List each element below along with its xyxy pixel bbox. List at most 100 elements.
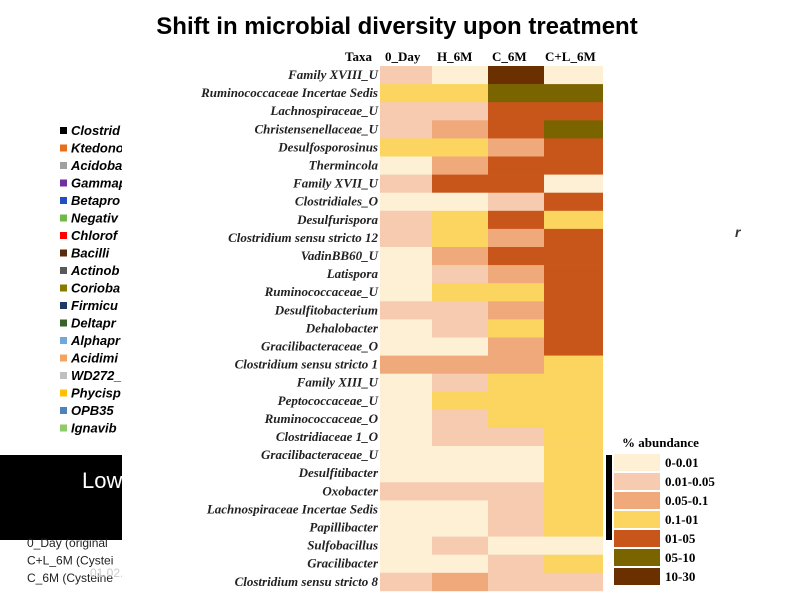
taxon-label: Clostridium sensu stricto 1 bbox=[235, 357, 378, 372]
heat-cell bbox=[380, 66, 432, 85]
taxon-label: Peptococcaceae_U bbox=[278, 393, 379, 408]
heat-cell bbox=[488, 554, 544, 574]
heat-cell bbox=[380, 482, 432, 501]
heat-cell bbox=[488, 283, 544, 302]
heat-cell bbox=[488, 355, 544, 374]
heat-cell bbox=[432, 337, 488, 356]
taxon-label: Family XVII_U bbox=[292, 176, 378, 191]
side-legend-label: Firmicu bbox=[71, 298, 118, 313]
taxon-label: Clostridiaceae 1_O bbox=[276, 429, 379, 444]
heat-cell bbox=[488, 337, 544, 356]
heat-cell bbox=[544, 500, 603, 519]
heat-cell bbox=[488, 373, 544, 393]
side-legend-swatch bbox=[60, 127, 67, 134]
heat-cell bbox=[380, 500, 432, 519]
side-legend-swatch bbox=[60, 162, 67, 169]
heat-cell bbox=[380, 84, 432, 103]
heat-cell bbox=[432, 247, 488, 266]
side-legend-swatch bbox=[60, 424, 67, 432]
heat-cell bbox=[432, 210, 488, 230]
heat-cell bbox=[488, 102, 544, 121]
heat-cell bbox=[380, 572, 432, 592]
heat-cell bbox=[544, 482, 603, 501]
side-legend-swatch bbox=[60, 407, 67, 414]
taxon-label: Thermincola bbox=[309, 158, 379, 173]
heat-cell bbox=[488, 84, 544, 103]
heat-cell bbox=[432, 482, 488, 501]
heat-cell bbox=[544, 265, 603, 284]
heat-cell bbox=[544, 228, 603, 248]
note: C_6M (Cysteine bbox=[27, 571, 113, 585]
heat-cell bbox=[488, 265, 544, 284]
heat-cell bbox=[380, 355, 432, 374]
taxon-label: Christensenellaceae_U bbox=[255, 121, 379, 136]
side-legend-label: Bacilli bbox=[71, 246, 110, 261]
heat-cell bbox=[432, 391, 488, 411]
heat-cell bbox=[488, 120, 544, 139]
heat-cell bbox=[544, 464, 603, 483]
heat-cell bbox=[380, 301, 432, 320]
taxon-label: Desulfitobacterium bbox=[274, 302, 378, 317]
taxon-label: Ruminococcaceae_O bbox=[264, 411, 379, 426]
heat-cell bbox=[488, 319, 544, 338]
legend-label: 0.1-01 bbox=[665, 512, 699, 527]
taxon-label: Desulfosporosinus bbox=[277, 139, 378, 154]
table-header: C+L_6M bbox=[545, 49, 596, 64]
heat-cell bbox=[432, 428, 488, 447]
legend-label: 0-0.01 bbox=[665, 455, 699, 470]
heat-cell bbox=[488, 464, 544, 483]
side-legend-swatch bbox=[60, 389, 67, 397]
taxon-label: Ruminococcaceae_U bbox=[264, 284, 379, 299]
taxon-label: Clostridiales_O bbox=[295, 194, 379, 209]
heat-cell bbox=[488, 156, 544, 175]
taxon-label: Clostridium sensu stricto 8 bbox=[235, 574, 379, 589]
heat-cell bbox=[488, 138, 544, 157]
heat-cell bbox=[432, 84, 488, 103]
heat-cell bbox=[380, 156, 432, 175]
side-legend-label: Phycisp bbox=[71, 386, 121, 401]
heat-cell bbox=[380, 283, 432, 302]
side-legend-swatch bbox=[60, 284, 67, 292]
heat-cell bbox=[544, 210, 603, 230]
heat-cell bbox=[488, 518, 544, 537]
side-legend-label: Ignavib bbox=[71, 421, 117, 436]
legend-swatch bbox=[614, 568, 660, 585]
heat-cell bbox=[380, 446, 432, 465]
heat-cell bbox=[432, 138, 488, 157]
heat-cell bbox=[432, 518, 488, 537]
heat-cell bbox=[432, 192, 488, 212]
taxon-label: Family XVIII_U bbox=[287, 67, 379, 82]
side-legend-swatch bbox=[60, 354, 67, 362]
taxon-label: Papillibacter bbox=[309, 520, 379, 535]
taxon-label: VadinBB60_U bbox=[301, 248, 379, 263]
heat-cell bbox=[544, 518, 603, 537]
heat-cell bbox=[380, 409, 432, 429]
side-legend-label: Betapro bbox=[71, 193, 120, 208]
slide-title: Shift in microbial diversity upon treatm… bbox=[156, 13, 637, 40]
heat-cell bbox=[380, 536, 432, 555]
legend-label: 0.05-0.1 bbox=[665, 493, 708, 508]
side-legend-swatch bbox=[60, 232, 67, 239]
taxon-label: Dehalobacter bbox=[305, 320, 379, 335]
legend-swatch bbox=[614, 454, 660, 471]
heat-cell bbox=[380, 102, 432, 121]
side-legend-label: WD272_ bbox=[71, 368, 122, 383]
heat-cell bbox=[380, 464, 432, 483]
side-legend-swatch bbox=[60, 179, 67, 187]
heat-cell bbox=[380, 247, 432, 266]
side-legend-label: Corioba bbox=[71, 281, 120, 296]
heat-cell bbox=[544, 66, 603, 85]
heat-cell bbox=[432, 409, 488, 429]
taxon-label: Clostridium sensu stricto 12 bbox=[228, 230, 378, 245]
side-legend-swatch bbox=[60, 197, 67, 204]
heat-cell bbox=[380, 391, 432, 411]
heat-cell bbox=[544, 391, 603, 411]
heat-cell bbox=[488, 228, 544, 248]
heat-cell bbox=[488, 192, 544, 212]
heat-cell bbox=[432, 174, 488, 193]
heat-cell bbox=[432, 500, 488, 519]
heat-cell bbox=[432, 355, 488, 374]
side-legend-swatch bbox=[60, 319, 67, 327]
heat-cell bbox=[380, 428, 432, 447]
